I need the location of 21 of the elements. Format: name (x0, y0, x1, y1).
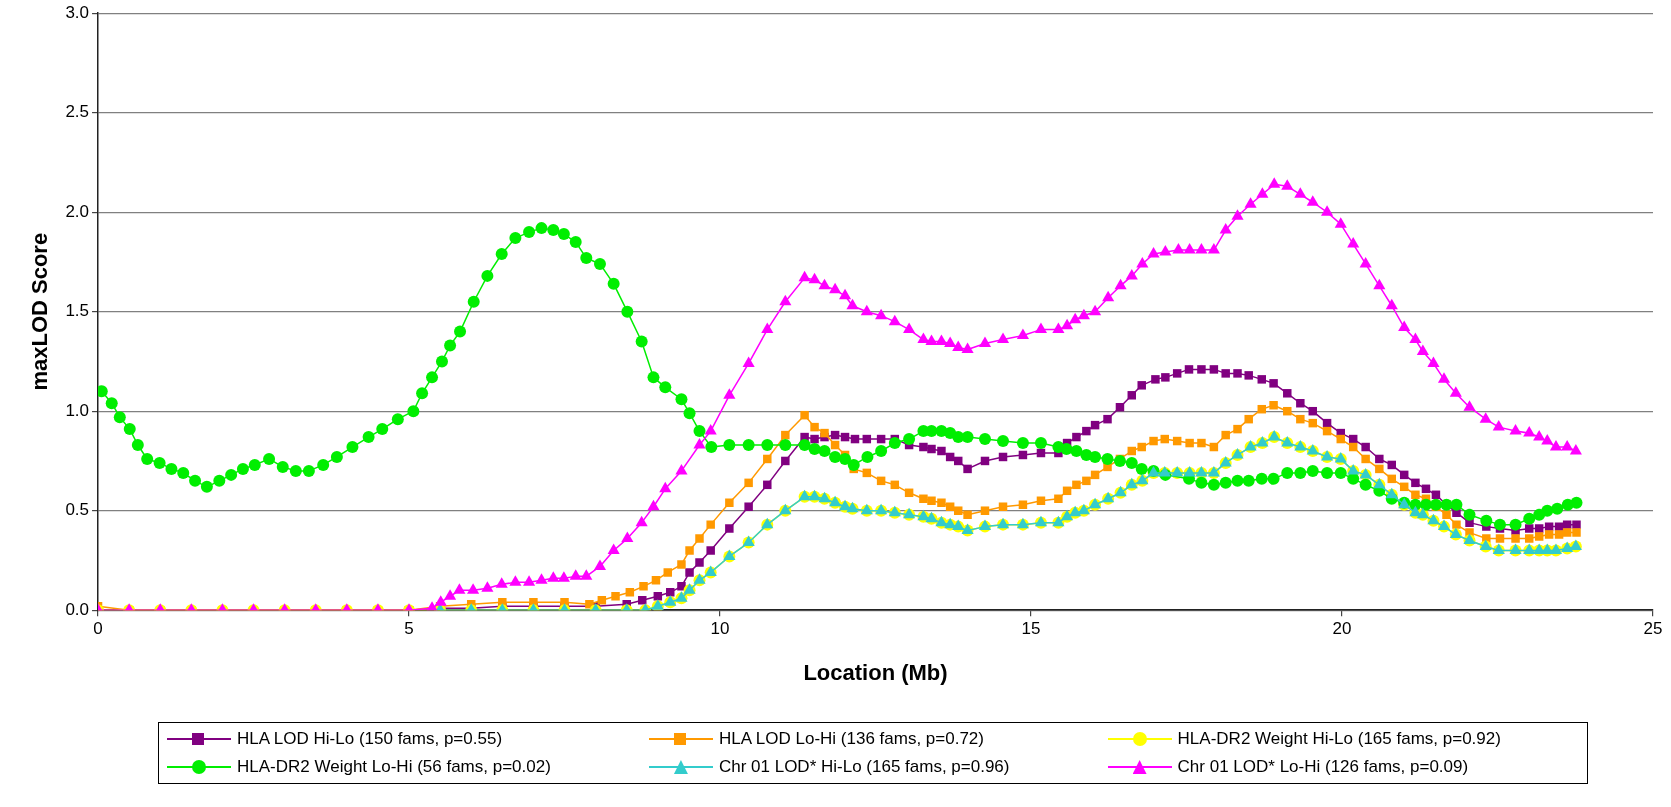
x-tick-label: 20 (1332, 619, 1352, 639)
y-axis-title: maxLOD Score (27, 232, 53, 391)
x-tick-label: 0 (93, 619, 103, 639)
x-tick-label: 5 (404, 619, 414, 639)
x-tick-label: 15 (1021, 619, 1041, 639)
x-tick-label: 10 (710, 619, 730, 639)
legend-label: HLA LOD Lo-Hi (136 fams, p=0.72) (718, 729, 984, 749)
y-tick-label: 0.5 (65, 500, 90, 520)
legend-label: Chr 01 LOD* Hi-Lo (165 fams, p=0.96) (718, 757, 1010, 777)
y-tick-label: 3.0 (65, 2, 90, 22)
y-tick-label: 1.0 (65, 400, 90, 420)
x-axis-title: Location (Mb) (803, 659, 948, 685)
y-tick-label: 2.0 (65, 201, 90, 221)
legend-label: HLA LOD Hi-Lo (150 fams, p=0.55) (237, 729, 503, 749)
legend-label: HLA-DR2 Weight Lo-Hi (56 fams, p=0.02) (237, 757, 551, 777)
y-tick-label: 1.5 (65, 301, 90, 321)
x-tick-label: 25 (1643, 619, 1663, 639)
y-tick-label: 0.0 (65, 599, 90, 619)
legend-label: HLA-DR2 Weight Hi-Lo (165 fams, p=0.92) (1177, 729, 1501, 749)
legend-label: Chr 01 LOD* Lo-Hi (126 fams, p=0.09) (1177, 757, 1469, 777)
y-tick-label: 2.5 (65, 102, 90, 122)
